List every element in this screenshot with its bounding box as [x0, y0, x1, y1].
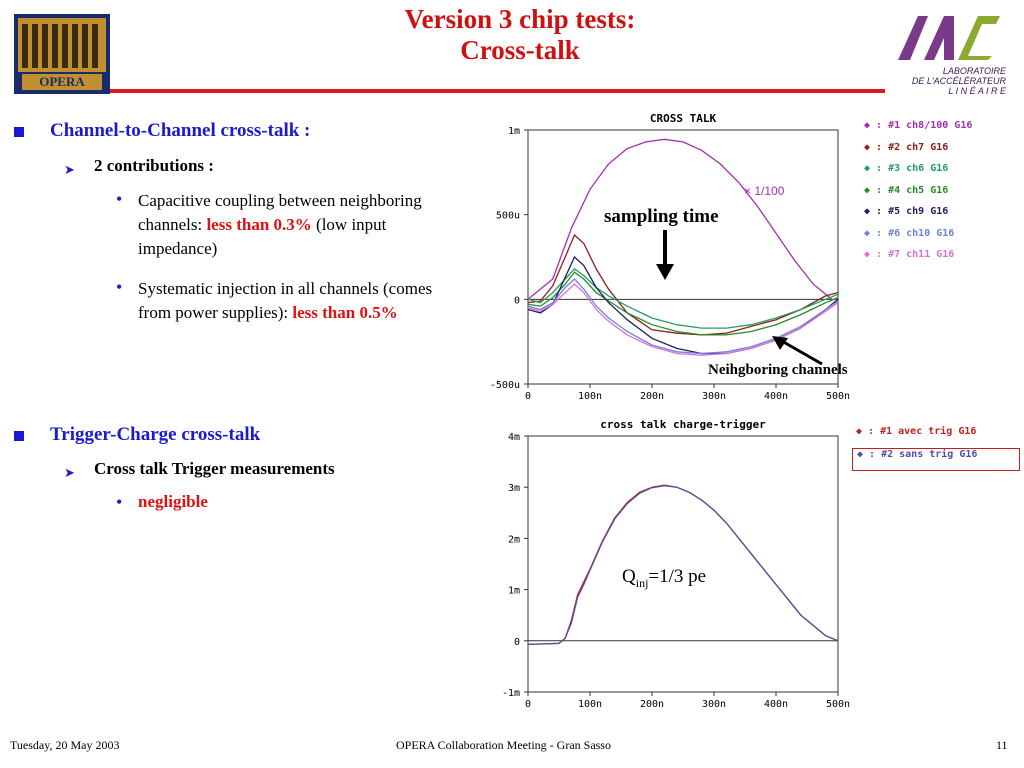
lal-logo-text: LABORATOIRE DE L'ACCÉLÉRATEUR L I N É A … [888, 66, 1006, 96]
y-tick-label: -1m [502, 688, 520, 699]
bullet-dot-icon: • [116, 189, 123, 209]
x-tick-label: 300n [702, 391, 726, 400]
cross-talk-legend: ◆ : #1 ch8/100 G16 ◆ : #2 ch7 G16 ◆ : #3 c… [860, 120, 1010, 271]
chart-title: cross talk charge-trigger [600, 418, 766, 431]
legend-item-7: ◆ : #7 ch11 G16 [864, 249, 955, 260]
legend-item-1: ◆ : #1 ch8/100 G16 [864, 120, 973, 131]
x-tick-label: 100n [578, 391, 602, 400]
title-line-2: Cross-talk [460, 35, 580, 65]
legend-item-6: ◆ : #6 ch10 G16 [864, 227, 955, 239]
capacitive-text: Capacitive coupling between neighboring … [138, 191, 422, 234]
sampling-time-arrow [656, 230, 674, 280]
bullet-dot-icon: • [116, 492, 123, 512]
neighboring-label: Neihgboring channels [708, 362, 848, 378]
y-tick-label: 0 [514, 637, 520, 648]
opera-logo: OPERA [14, 14, 110, 94]
bullet-capacitive: Capacitive coupling between neighboring … [138, 189, 438, 261]
legend-item-4: ◆ : #4 ch5 G16 [864, 184, 949, 196]
x-tick-label: 0 [525, 699, 531, 710]
footer-date: Tuesday, 20 May 2003 [10, 738, 120, 752]
lal-logo: LABORATOIRE DE L'ACCÉLÉRATEUR L I N É A … [888, 10, 1006, 96]
y-tick-label: 500u [496, 211, 520, 222]
plot-frame [527, 435, 839, 693]
y-tick-label: 1m [508, 126, 520, 137]
bullet-systematic: Systematic injection in all channels (co… [138, 277, 458, 325]
scale-note: × 1/100 [744, 184, 785, 198]
qinj-sub: inj [635, 575, 649, 590]
bullet-trigger-charge: Trigger-Charge cross-talk [50, 424, 261, 445]
lal-line-2: DE L'ACCÉLÉRATEUR [911, 76, 1006, 86]
legend-item-2: ◆ : #2 ch7 G16 [864, 141, 949, 153]
bullet-square-2 [14, 431, 24, 441]
bullet-dot-icon: • [116, 277, 123, 297]
footer-event: OPERA Collaboration Meeting - Gran Sasso [396, 738, 611, 752]
sampling-time-label: sampling time [604, 206, 719, 227]
capacitive-note: (low input impedance) [138, 215, 387, 258]
lal-line-3: L I N É A I R E [948, 86, 1006, 96]
x-tick-label: 500n [826, 699, 850, 710]
bullet-negligible: negligible [138, 492, 208, 511]
x-tick-label: 200n [640, 391, 664, 400]
y-tick-label: 3m [508, 483, 520, 494]
charge-trigger-chart: cross talk charge-trigger 0 100n 200n 300n 40… [502, 418, 850, 710]
bullet-2-contributions: 2 contributions : [94, 156, 214, 175]
series-line-2 [527, 233, 839, 336]
bullet-channel-crosstalk: Channel-to-Channel cross-talk : [50, 120, 311, 141]
neighboring-arrow [772, 336, 823, 366]
qinj-label: Qinj=1/3 pe [622, 566, 706, 591]
title-line-1: Version 3 chip tests: [404, 4, 636, 34]
y-tick-label: 4m [508, 432, 520, 443]
y-tick-label: -500u [490, 380, 520, 391]
capacitive-value: less than 0.3% [206, 215, 312, 234]
x-tick-label: 0 [525, 391, 531, 400]
plot-frame [527, 129, 839, 385]
title-divider [110, 89, 885, 93]
series-line-4 [527, 271, 839, 336]
charge-trigger-legend: ◆ : #1 avec trig G16 ◆ : #2 sans trig G16 [852, 426, 1020, 471]
y-tick-label: 2m [508, 534, 520, 545]
legend-item-2: ◆ : #2 sans trig G16 [852, 447, 1020, 471]
cross-talk-chart: CROSS TALK 0 100n 200n 300n 400n 500n 1m 500u 0 -5… [490, 112, 850, 400]
slide-title: Version 3 chip tests: Cross-talk [300, 4, 740, 66]
series-line-1 [527, 138, 833, 300]
qinj-q: Q [622, 566, 636, 587]
systematic-value: less than 0.5% [292, 303, 398, 322]
chart-title: CROSS TALK [650, 112, 717, 125]
legend-item-5: ◆ : #5 ch9 G16 [864, 206, 949, 217]
legend-item-3: ◆ : #3 ch6 G16 [864, 163, 949, 174]
legend-item-1: ◆ : #1 avec trig G16 [856, 426, 977, 437]
bullet-square-1 [14, 127, 24, 137]
bullet-arrow-icon: ➤ [64, 162, 75, 177]
y-tick-label: 1m [508, 586, 520, 597]
opera-logo-label: OPERA [39, 74, 85, 89]
bullet-arrow-icon: ➤ [64, 465, 75, 480]
y-tick-label: 0 [514, 295, 520, 306]
lal-line-1: LABORATOIRE [942, 66, 1006, 76]
x-tick-label: 400n [764, 391, 788, 400]
systematic-text: Systematic injection in all channels (co… [138, 279, 433, 322]
series-line-2 [527, 485, 839, 646]
page-number: 11 [996, 738, 1008, 752]
bullet-trigger-measurements: Cross talk Trigger measurements [94, 459, 335, 478]
x-tick-label: 300n [702, 699, 726, 710]
x-tick-label: 500n [826, 391, 850, 400]
x-tick-label: 100n [578, 699, 602, 710]
qinj-rest: =1/3 pe [648, 566, 707, 587]
x-tick-label: 400n [764, 699, 788, 710]
series-line-6 [527, 278, 839, 355]
x-tick-label: 200n [640, 699, 664, 710]
